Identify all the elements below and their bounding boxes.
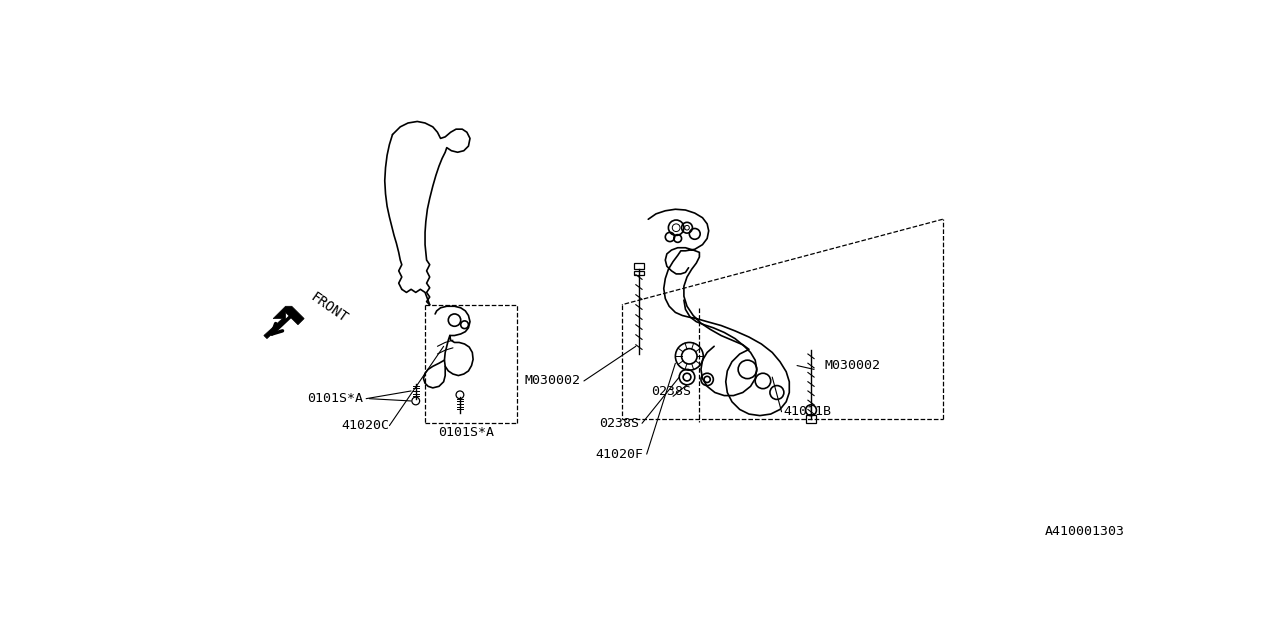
- Text: M030002: M030002: [824, 359, 881, 372]
- Text: 0101S*A: 0101S*A: [307, 392, 364, 405]
- Text: 41020F: 41020F: [595, 447, 644, 461]
- Text: M030002: M030002: [525, 374, 581, 387]
- Text: 0238S: 0238S: [652, 385, 691, 398]
- Polygon shape: [264, 307, 305, 339]
- Text: 0238S: 0238S: [599, 417, 639, 430]
- Text: 41011B: 41011B: [783, 405, 831, 419]
- Text: 41020C: 41020C: [342, 419, 389, 432]
- Text: A410001303: A410001303: [1044, 525, 1125, 538]
- Text: 0101S*A: 0101S*A: [438, 426, 494, 438]
- Text: FRONT: FRONT: [308, 290, 351, 326]
